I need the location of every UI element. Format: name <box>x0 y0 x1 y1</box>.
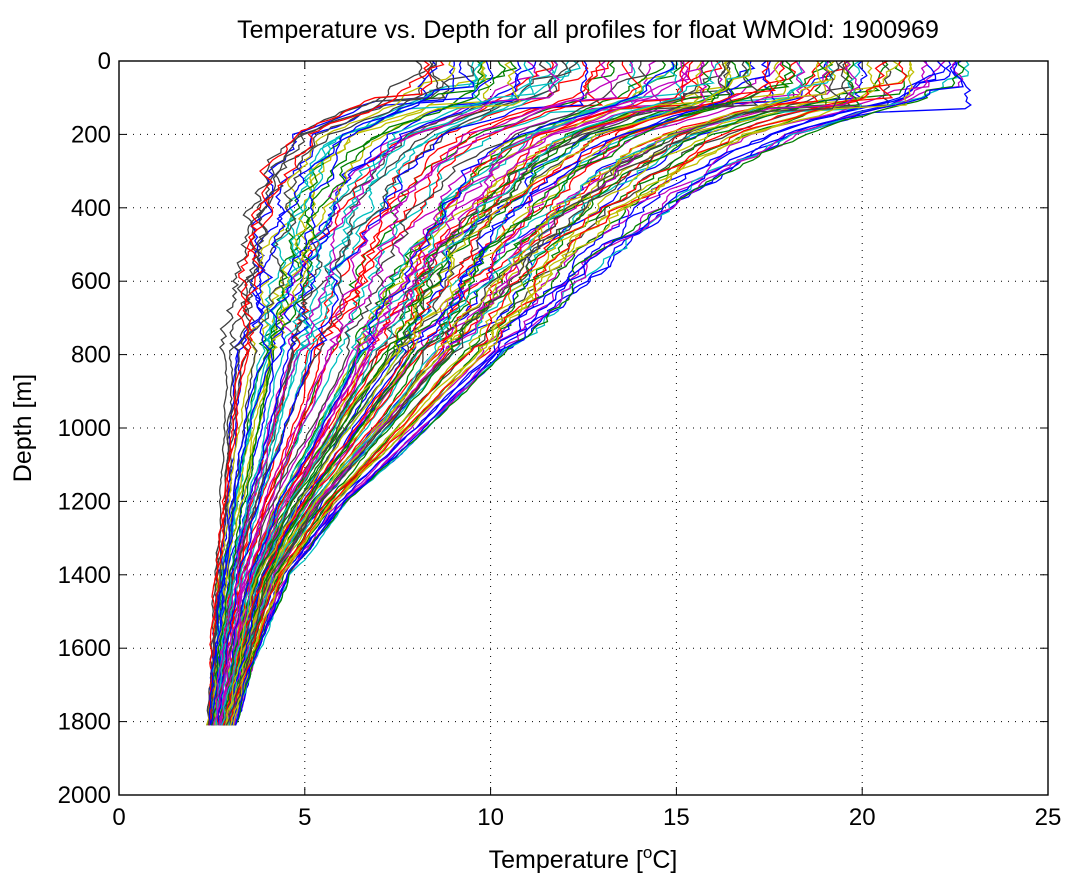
profile-line <box>210 60 494 726</box>
x-tick-label: 0 <box>112 804 125 831</box>
y-axis-label: Depth [m] <box>9 374 37 482</box>
y-tick-label: 800 <box>71 342 111 369</box>
profile-line <box>208 61 437 726</box>
profile-line <box>208 60 433 726</box>
profile-line <box>217 60 589 726</box>
y-tick-label: 1800 <box>58 709 111 736</box>
profile-line <box>212 60 560 726</box>
profile-line <box>225 60 894 726</box>
profile-line <box>208 60 474 726</box>
profile-line <box>221 60 731 726</box>
y-tick-label: 0 <box>98 48 111 75</box>
profile-line <box>218 60 633 726</box>
y-tick-label: 2000 <box>58 782 111 809</box>
chart-title: Temperature vs. Depth for all profiles f… <box>237 16 939 44</box>
profile-line <box>223 60 751 726</box>
profile-line <box>226 60 836 726</box>
profile-line <box>232 60 900 726</box>
y-tick-label: 200 <box>71 121 111 148</box>
profile-line <box>222 60 777 726</box>
profile-line <box>211 60 484 726</box>
profile-line <box>213 60 581 726</box>
profile-line <box>221 60 740 726</box>
profile-line <box>229 60 915 726</box>
x-tick-label: 15 <box>663 804 690 831</box>
profile-line <box>223 60 770 726</box>
y-tick-label: 1200 <box>58 488 111 515</box>
profile-line <box>215 60 559 726</box>
profile-line <box>228 60 835 726</box>
profile-line <box>225 60 841 726</box>
profile-line <box>205 60 426 726</box>
profile-line <box>218 60 637 726</box>
profile-line <box>232 60 964 726</box>
x-tick-label: 10 <box>477 804 504 831</box>
profile-line <box>211 60 518 726</box>
y-tick-label: 1000 <box>58 415 111 442</box>
profile-line <box>230 60 947 726</box>
y-tick-label: 1600 <box>58 635 111 662</box>
profile-line <box>224 60 861 726</box>
profile-line <box>218 61 647 726</box>
x-tick-label: 25 <box>1035 804 1062 831</box>
profile-line <box>230 60 913 726</box>
y-tick-label: 600 <box>71 268 111 295</box>
x-axis-ticks: 0 5 10 15 20 25 <box>112 61 1061 831</box>
profile-line <box>220 60 708 726</box>
profile-line <box>209 60 478 726</box>
profile-line <box>235 60 964 726</box>
y-tick-label: 400 <box>71 195 111 222</box>
y-axis-ticks: 0 200 400 600 800 1000 1200 1400 1600 1800 2000 <box>58 48 1048 809</box>
x-axis-label: Temperature [oC] <box>489 843 678 874</box>
profile-line <box>224 60 759 726</box>
profile-line <box>225 60 752 726</box>
profile-line <box>222 60 792 726</box>
profile-line <box>234 60 946 726</box>
profile-line <box>213 60 522 726</box>
profile-line <box>220 60 675 726</box>
profile-lines <box>205 60 972 726</box>
profile-line <box>228 60 852 726</box>
y-tick-label: 1400 <box>58 562 111 589</box>
x-tick-label: 5 <box>298 804 311 831</box>
x-tick-label: 20 <box>849 804 876 831</box>
